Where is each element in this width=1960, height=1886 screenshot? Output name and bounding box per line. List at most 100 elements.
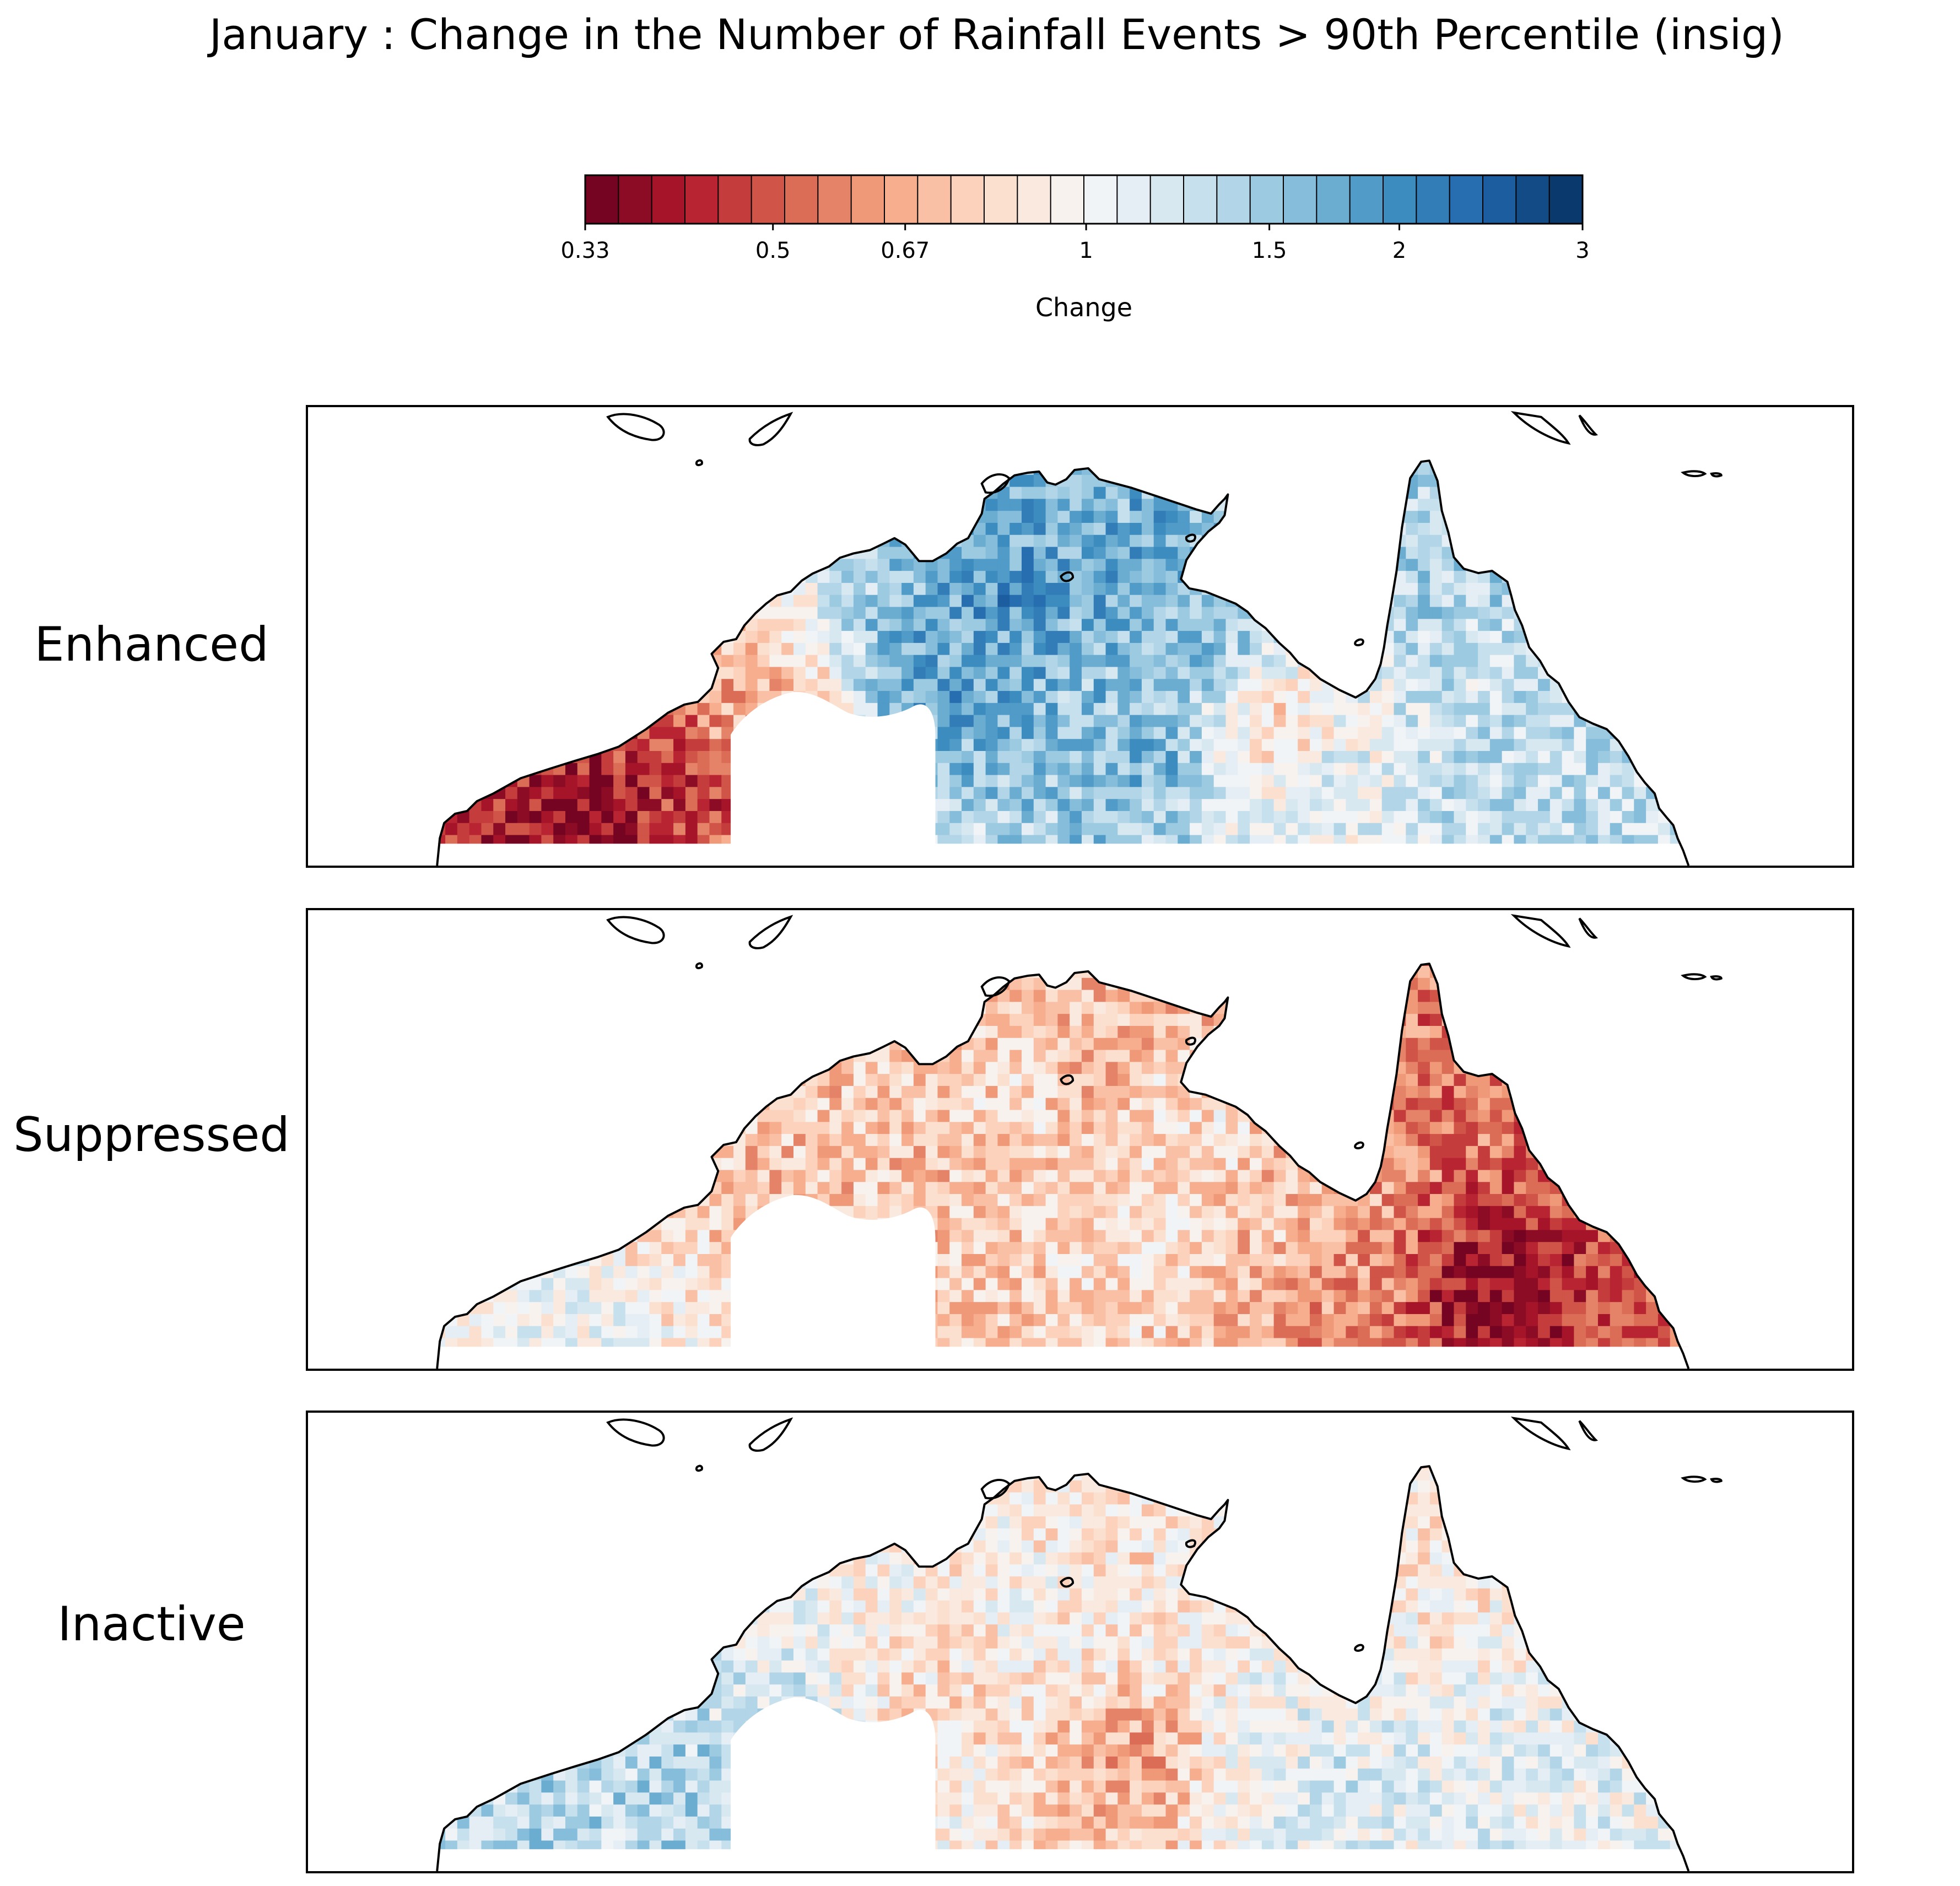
heatmap-cell [925,571,938,583]
heatmap-cell [1238,691,1250,704]
heatmap-cell [1394,679,1406,691]
heatmap-cell [937,823,950,836]
heatmap-cell [721,727,734,739]
heatmap-cell [1093,990,1106,1002]
heatmap-cell [553,642,566,656]
heatmap-cell [1321,810,1335,824]
heatmap-cell [1441,619,1455,631]
heatmap-cell [901,1085,914,1099]
heatmap-cell [1286,702,1298,716]
heatmap-cell [1153,751,1167,764]
heatmap-cell [1597,463,1611,475]
heatmap-cell [505,990,518,1002]
heatmap-cell [745,547,758,559]
heatmap-cell [1225,607,1238,619]
heatmap-cell [1070,547,1082,559]
heatmap-cell [985,534,998,548]
heatmap-cell [1538,559,1551,571]
heatmap-cell [1346,763,1358,776]
heatmap-cell [1441,534,1455,548]
heatmap-cell [1441,1002,1455,1014]
heatmap-cell [1574,547,1586,559]
heatmap-cell [1526,751,1538,764]
heatmap-cell [793,727,806,739]
heatmap-cell [1574,487,1586,499]
heatmap-cell [1381,487,1395,499]
heatmap-cell [1130,1025,1142,1039]
heatmap-cell [1489,990,1503,1002]
heatmap-cell [817,463,830,475]
heatmap-cell [697,522,710,536]
heatmap-cell [517,463,530,475]
heatmap-cell [1190,990,1202,1002]
heatmap-cell [601,775,614,787]
heatmap-cell [565,655,578,668]
heatmap-cell [1394,763,1406,776]
colorbar-tick-label: 1 [1079,238,1093,263]
heatmap-cell [1045,679,1058,691]
heatmap-cell [1153,835,1167,847]
heatmap-cell [1369,571,1383,583]
heatmap-cell [469,463,482,475]
heatmap-cell [1358,619,1370,631]
heatmap-cell [437,534,446,548]
heatmap-cell [709,990,722,1002]
heatmap-cell [1105,487,1118,499]
heatmap-cell [829,631,842,644]
heatmap-cell [1250,1002,1262,1014]
heatmap-cell [1549,1014,1563,1026]
heatmap-cell [541,823,554,836]
heatmap-cell [709,1037,722,1051]
heatmap-cell [1358,1098,1370,1111]
heatmap-cell [865,511,878,523]
heatmap-cell [1429,799,1443,812]
heatmap-cell [1406,1002,1418,1014]
heatmap-cell [889,1074,902,1087]
heatmap-cell [769,1002,782,1014]
heatmap-cell [901,474,914,488]
heatmap-cell [733,461,746,463]
row-label-enhanced: Enhanced [34,617,269,672]
heatmap-cell [1586,499,1599,511]
heatmap-cell [1250,715,1262,728]
heatmap-cell [673,691,686,704]
heatmap-cell [841,607,854,619]
heatmap-cell [613,631,626,644]
heatmap-cell [949,595,962,608]
heatmap-cell [1418,1098,1430,1111]
heatmap-cell [493,534,506,548]
heatmap-cell [1238,461,1250,463]
heatmap-cell [1478,499,1491,511]
heatmap-cell [1562,964,1574,966]
heatmap-cell [1634,559,1646,571]
heatmap-cell [1022,534,1034,548]
heatmap-cell [1153,534,1167,548]
heatmap-cell [997,810,1010,824]
heatmap-cell [1369,727,1383,739]
heatmap-cell [1321,763,1335,776]
heatmap-cell [517,607,530,619]
heatmap-cell [709,1098,722,1111]
heatmap-cell [1418,966,1430,979]
heatmap-cell [1321,1062,1335,1074]
heatmap-cell [1165,1037,1178,1051]
heatmap-cell [769,1110,782,1122]
heatmap-cell [877,1074,890,1087]
heatmap-cell [565,1050,578,1062]
heatmap-cell [1141,799,1154,812]
heatmap-cell [757,487,770,499]
heatmap-cell [1213,559,1227,571]
heatmap-cell [1514,1050,1526,1062]
heatmap-cell [1009,787,1022,799]
heatmap-cell [1562,631,1574,644]
heatmap-cell [1201,547,1214,559]
heatmap-cell [853,463,866,475]
heatmap-cell [1286,522,1298,536]
heatmap-cell [1033,1025,1046,1039]
heatmap-cell [1369,522,1383,536]
heatmap-cell [962,835,974,847]
heatmap-cell [853,715,866,728]
heatmap-cell [829,787,842,799]
heatmap-cell [589,547,602,559]
heatmap-cell [685,1085,698,1099]
